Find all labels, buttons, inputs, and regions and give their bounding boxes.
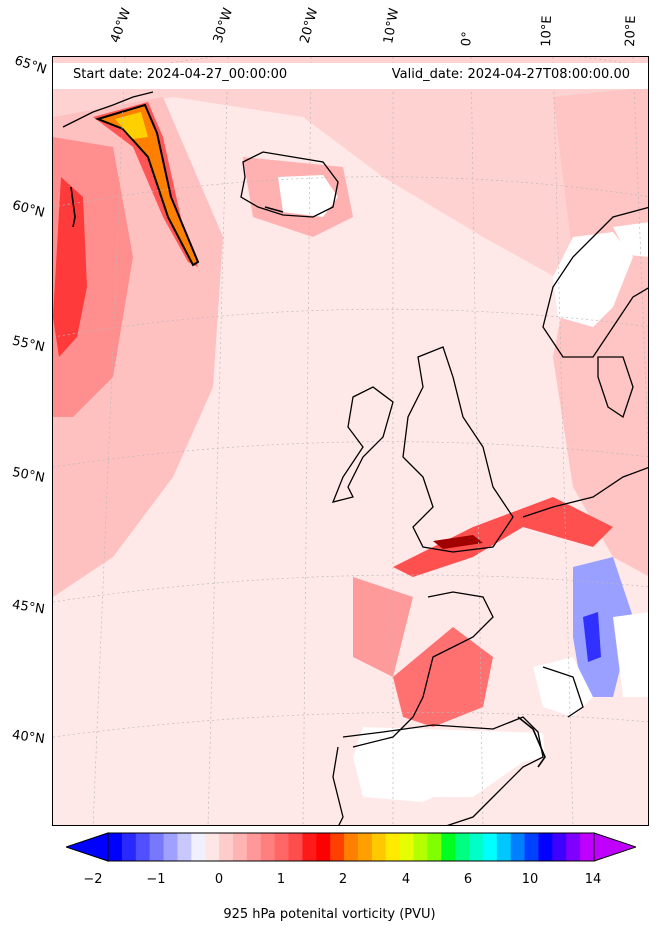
lon-label-30w: 30°W (210, 6, 237, 45)
pv-scandinavia-region (553, 87, 648, 576)
lat-label-65n: 65°N (12, 53, 49, 78)
colorbar-tick: 0 (214, 872, 224, 887)
colorbar-cell (552, 833, 567, 861)
pv-greenland-core (94, 103, 200, 267)
lat-label-50n: 50°N (10, 465, 46, 486)
colorbar-tick: 2 (338, 872, 348, 887)
colorbar-cell (344, 833, 359, 861)
colorbar-cell (469, 833, 484, 861)
colorbar-cell (566, 833, 581, 861)
map-svg (53, 57, 648, 825)
colorbar-cell (510, 833, 526, 861)
colorbar-cell (316, 833, 331, 861)
colorbar-cell (455, 833, 470, 861)
colorbar-cell (399, 833, 414, 861)
pv-north-band (53, 57, 648, 287)
mask-alps (613, 612, 648, 697)
colorbar-tick: 14 (584, 872, 602, 887)
coast-iceland (240, 151, 339, 218)
coast-denmark (597, 356, 634, 419)
colorbar-extend-low (66, 832, 109, 862)
colorbar-tick: −1 (146, 872, 166, 887)
coast-norway (542, 206, 648, 358)
pv-channel-core (433, 535, 483, 549)
lat-label-55n: 55°N (10, 333, 47, 356)
colorbar-cell (496, 833, 512, 861)
colorbar-outline (107, 832, 595, 862)
pv-west-core (53, 177, 87, 357)
lon-label-0: 0° (459, 30, 476, 47)
colorbar-cell (441, 833, 456, 861)
colorbar-cell (135, 833, 151, 861)
colorbar-cell (121, 833, 137, 861)
lat-label-40n: 40°N (11, 727, 46, 748)
colorbar-label: 925 hPa potenital vorticity (PVU) (223, 907, 436, 922)
lat-label-45n: 45°N (11, 597, 46, 618)
map-panel: Start date: 2024-04-27_00:00:00 Valid_da… (52, 56, 649, 826)
colorbar-tick: 1 (276, 872, 286, 887)
start-date-label: Start date: 2024-04-27_00:00:00 (73, 67, 288, 82)
colorbar-tick: 10 (521, 872, 539, 887)
colorbar-cell (177, 833, 192, 861)
colorbar-cell (219, 833, 234, 861)
colorbar-cell (385, 833, 401, 861)
mask-scandinavia-north (613, 222, 648, 257)
lon-label-10w: 10°W (381, 7, 403, 46)
coast-portugal (332, 746, 344, 825)
valid-date-label: Valid_date: 2024-04-27T08:00:00.00 (391, 67, 630, 82)
colorbar-cell (274, 833, 290, 861)
mask-central-massif (533, 657, 593, 717)
mask-iberia (353, 727, 545, 802)
lon-label-10e: 10°E (539, 15, 556, 47)
colorbar-cell (205, 833, 220, 861)
colorbar-cell (371, 833, 387, 861)
colorbar-cell (149, 833, 165, 861)
colorbar-cell (413, 833, 428, 861)
header-band (53, 63, 648, 89)
colorbar-extend-high (593, 832, 636, 862)
colorbar-cell (330, 833, 345, 861)
pv-greenland-peak (115, 112, 148, 139)
colorbar-cell (246, 833, 262, 861)
colorbar-cell (580, 833, 595, 861)
coast-iberia-north-east (342, 716, 544, 825)
coastlines (62, 91, 648, 825)
colorbar-cell (191, 833, 206, 861)
pv-biscay-band (353, 577, 413, 677)
colorbar-cell (482, 833, 498, 861)
pv-france-spain-band (393, 627, 493, 727)
coast-greenland (62, 91, 154, 128)
pv-channel-streak (393, 497, 613, 577)
colorbar-cell (232, 833, 248, 861)
pv-negative-core (583, 612, 601, 662)
colorbar-tick: 6 (463, 872, 473, 887)
colorbar-cell (288, 833, 303, 861)
lon-label-20w: 20°W (297, 6, 322, 45)
lon-label-20e: 20°E (623, 15, 640, 47)
colorbar-cell (260, 833, 276, 861)
colorbar-cell (302, 833, 317, 861)
pv-contours (70, 186, 546, 768)
colorbar-cells (108, 833, 595, 861)
colorbar-cell (108, 833, 123, 861)
lon-label-40w: 40°W (107, 6, 135, 45)
coast-netherlands-germany (522, 467, 648, 518)
coast-britain (402, 346, 514, 553)
mask-iceland (278, 175, 338, 217)
colorbar-cell (538, 833, 553, 861)
mask-scandinavia (553, 232, 633, 327)
coast-italy-west (542, 666, 584, 718)
colorbar-tick: −2 (83, 872, 103, 887)
colorbar-tick: 4 (401, 872, 411, 887)
colorbar-cell (427, 833, 442, 861)
colorbar-cell (524, 833, 539, 861)
lat-label-60n: 60°N (10, 198, 47, 221)
coast-ireland (331, 386, 394, 503)
coast-france (352, 591, 494, 748)
colorbar (66, 832, 636, 862)
colorbar-cell (163, 833, 178, 861)
colorbar-cell (357, 833, 373, 861)
